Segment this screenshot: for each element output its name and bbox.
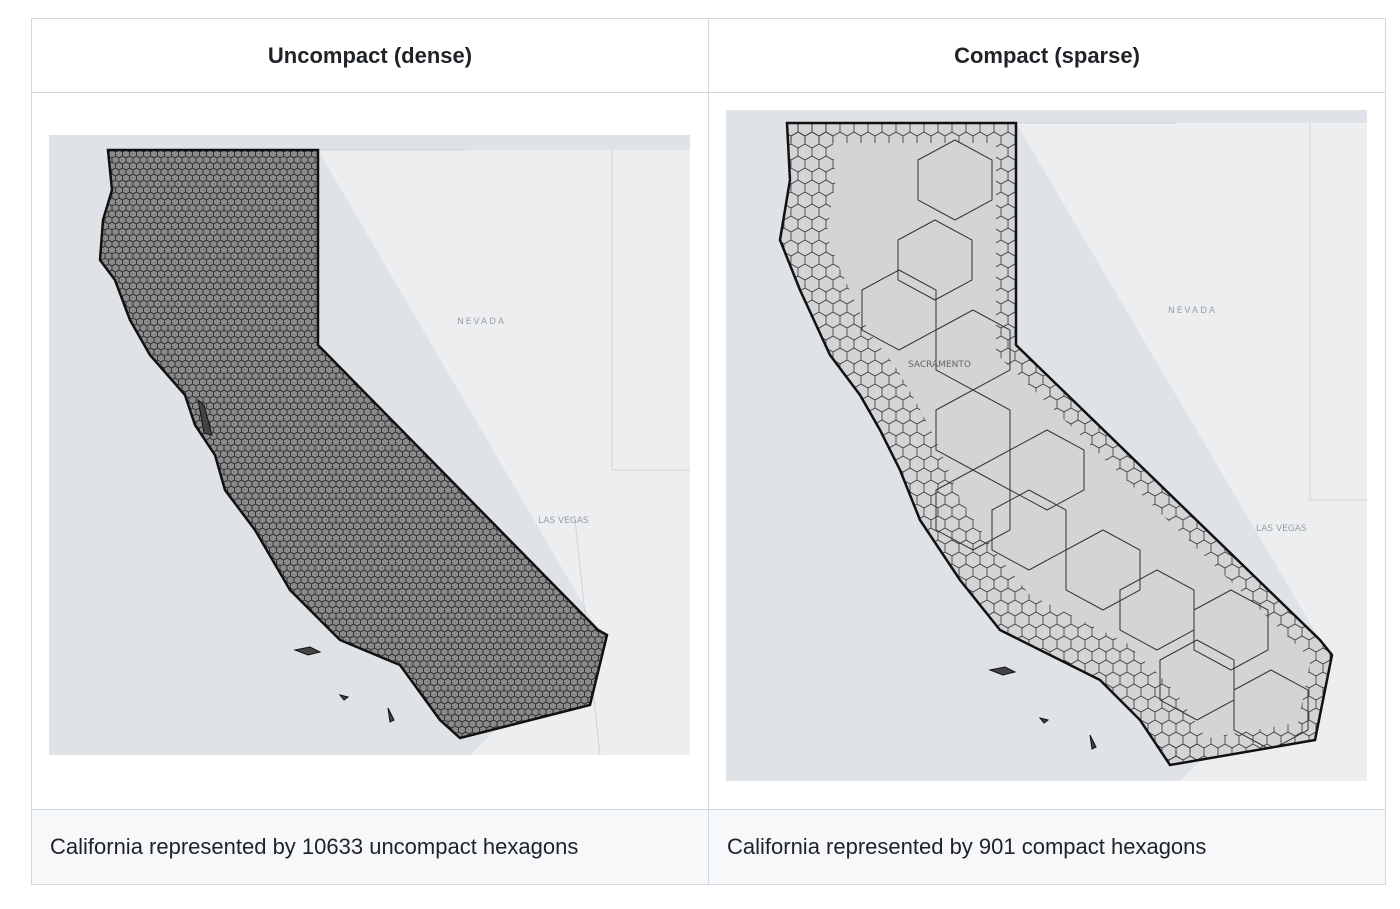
map-label: LAS VEGAS	[1256, 524, 1307, 534]
map-sparse: NEVADA SACRAMENTO LAS VEGAS	[726, 110, 1367, 781]
caption-cell: California represented by 901 compact he…	[708, 809, 1386, 885]
caption-cell: California represented by 10633 uncompac…	[31, 809, 709, 885]
header-cell: Compact (sparse)	[708, 18, 1386, 93]
header-cell: Uncompact (dense)	[31, 18, 709, 93]
map-label: SACRAMENTO	[908, 360, 971, 370]
map-label: NEVADA	[457, 317, 506, 327]
map-label: LAS VEGAS	[538, 516, 589, 526]
map-dense: NEVADA LAS VEGAS	[49, 135, 690, 755]
map-label: NEVADA	[1168, 306, 1217, 316]
